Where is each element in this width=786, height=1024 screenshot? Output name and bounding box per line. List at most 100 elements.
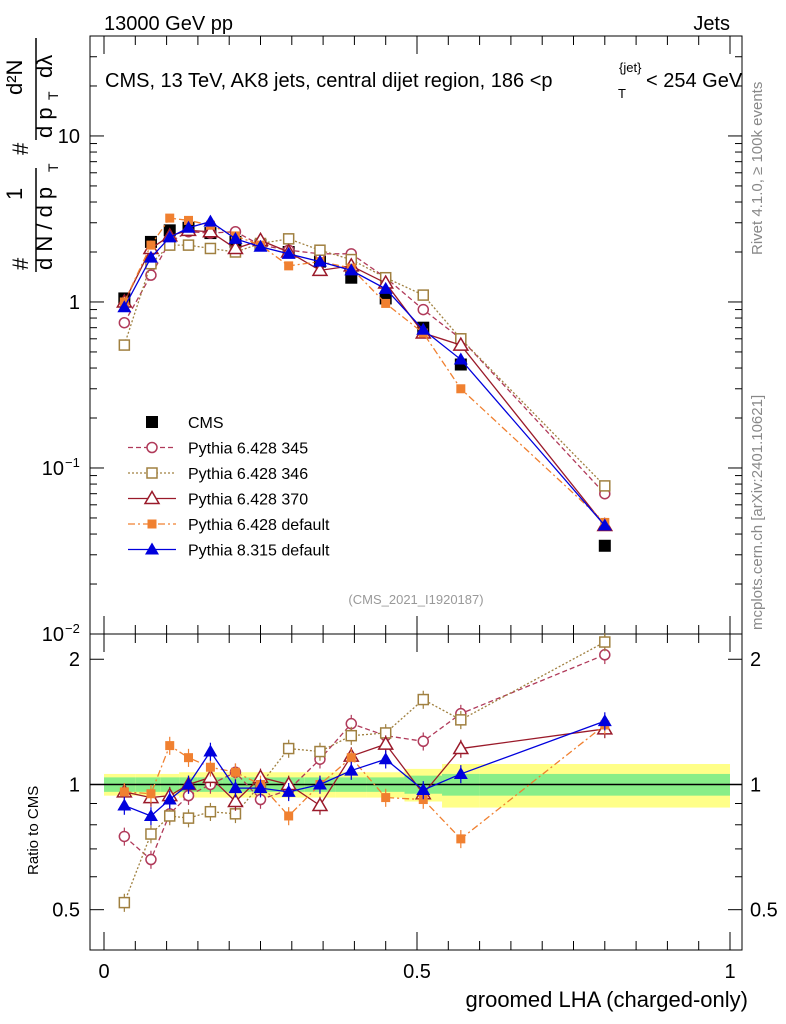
header-jets-label: Jets	[693, 13, 730, 35]
x-tick-label: 1	[724, 961, 735, 983]
data-point	[143, 250, 158, 263]
data-point	[145, 828, 157, 840]
main-series-layer	[116, 213, 614, 552]
data-point	[181, 220, 196, 233]
header-energy-label: 13000 GeV pp	[104, 13, 233, 35]
data-point	[146, 467, 158, 479]
ratio-y-tick-label-right: 2	[750, 649, 761, 671]
data-point	[145, 853, 157, 866]
data-point	[314, 745, 326, 758]
data-point	[381, 793, 391, 803]
data-point	[227, 793, 244, 808]
ylabel-frac1-num: 1	[2, 188, 27, 200]
data-point	[253, 239, 268, 252]
data-point	[378, 752, 393, 765]
data-point	[202, 223, 219, 238]
data-point	[598, 539, 611, 552]
data-point	[162, 792, 177, 805]
ratio-y-tick-label-left: 2	[69, 649, 80, 671]
data-point	[455, 714, 467, 726]
x-tick-label: 0	[98, 961, 109, 983]
data-point	[416, 782, 431, 795]
main-y-tick-label: 10	[42, 624, 64, 646]
ratio-series-pythia-6-428-346	[118, 633, 611, 912]
legend-entry: Pythia 6.428 370	[128, 490, 308, 509]
data-point	[165, 213, 175, 223]
legend-label: Pythia 8.315 default	[188, 543, 330, 560]
title-suffix: < 254 GeV	[646, 70, 743, 92]
data-point	[597, 714, 612, 727]
data-point	[452, 336, 470, 351]
data-point	[453, 766, 468, 779]
ylabel-hash-1: #	[8, 257, 33, 270]
ratio-series-layer	[116, 633, 614, 912]
ylabel-frac1-den-sub: T	[45, 163, 61, 172]
rivet-version-label: Rivet 4.1.0, ≥ 100k events	[749, 82, 766, 255]
ylabel-frac2-den-tail: dλ	[32, 55, 57, 78]
data-point	[165, 741, 175, 751]
plot-title: CMS, 13 TeV, AK8 jets, central dijet reg…	[105, 60, 743, 101]
data-point	[311, 797, 329, 812]
series-pythia-8-315-default	[117, 214, 612, 531]
data-point	[311, 261, 329, 277]
data-point	[146, 789, 156, 799]
data-point	[417, 693, 430, 706]
ratio-series-line	[123, 654, 606, 861]
data-point	[181, 777, 196, 790]
series-line	[123, 238, 606, 487]
data-point	[228, 231, 243, 244]
main-y-tick-label: 10	[42, 458, 64, 480]
data-point	[163, 810, 176, 822]
legend-label: Pythia 6.428 345	[188, 441, 308, 458]
data-point	[184, 215, 194, 225]
data-point	[456, 834, 466, 844]
data-point	[344, 263, 359, 276]
data-point	[253, 781, 268, 794]
data-point	[227, 239, 244, 255]
legend-label: Pythia 6.428 370	[188, 492, 308, 509]
ratio-series-line	[123, 641, 606, 903]
data-point	[282, 233, 295, 245]
data-point	[147, 519, 157, 529]
ratio-series-pythia-8-315-default	[117, 712, 612, 826]
ylabel-frac2-den: d p	[32, 107, 57, 138]
data-point	[346, 753, 356, 763]
main-y-tick-label: 10	[58, 126, 80, 148]
data-point	[182, 239, 195, 251]
data-point	[453, 352, 468, 365]
data-point	[597, 518, 612, 531]
data-point	[117, 300, 132, 313]
legend: CMS Pythia 6.428 345 Pythia 6.428 346 Pythi…	[128, 415, 330, 560]
data-point	[118, 339, 131, 351]
ratio-y-tick-label-right: 1	[750, 774, 761, 796]
data-point	[312, 777, 327, 790]
data-point	[417, 289, 430, 301]
series-pythia-6-428-370	[116, 221, 614, 532]
data-point	[117, 798, 132, 811]
data-point	[417, 735, 430, 748]
data-point	[118, 830, 131, 843]
data-point	[345, 729, 358, 742]
data-point	[146, 416, 158, 428]
mcplots-label: mcplots.cern.ch [arXiv:2401.10621]	[749, 395, 766, 630]
title-superscript: {jet}	[619, 60, 642, 75]
legend-entry: CMS	[146, 415, 224, 432]
data-point	[599, 480, 611, 492]
data-point	[118, 896, 131, 909]
legend-entry: Pythia 8.315 default	[128, 542, 330, 560]
data-point	[118, 316, 131, 329]
data-point	[284, 811, 294, 821]
ratio-y-tick-label-left: 0.5	[52, 900, 80, 922]
title-prefix: CMS, 13 TeV, AK8 jets, central dijet reg…	[105, 70, 553, 92]
data-point	[204, 805, 217, 818]
data-point	[314, 244, 326, 256]
data-point	[344, 763, 359, 776]
x-axis-label: groomed LHA (charged-only)	[466, 987, 748, 1012]
data-point	[143, 808, 158, 821]
data-point	[145, 542, 159, 555]
data-point	[204, 242, 217, 255]
data-point	[205, 762, 215, 772]
legend-label: CMS	[188, 415, 224, 432]
